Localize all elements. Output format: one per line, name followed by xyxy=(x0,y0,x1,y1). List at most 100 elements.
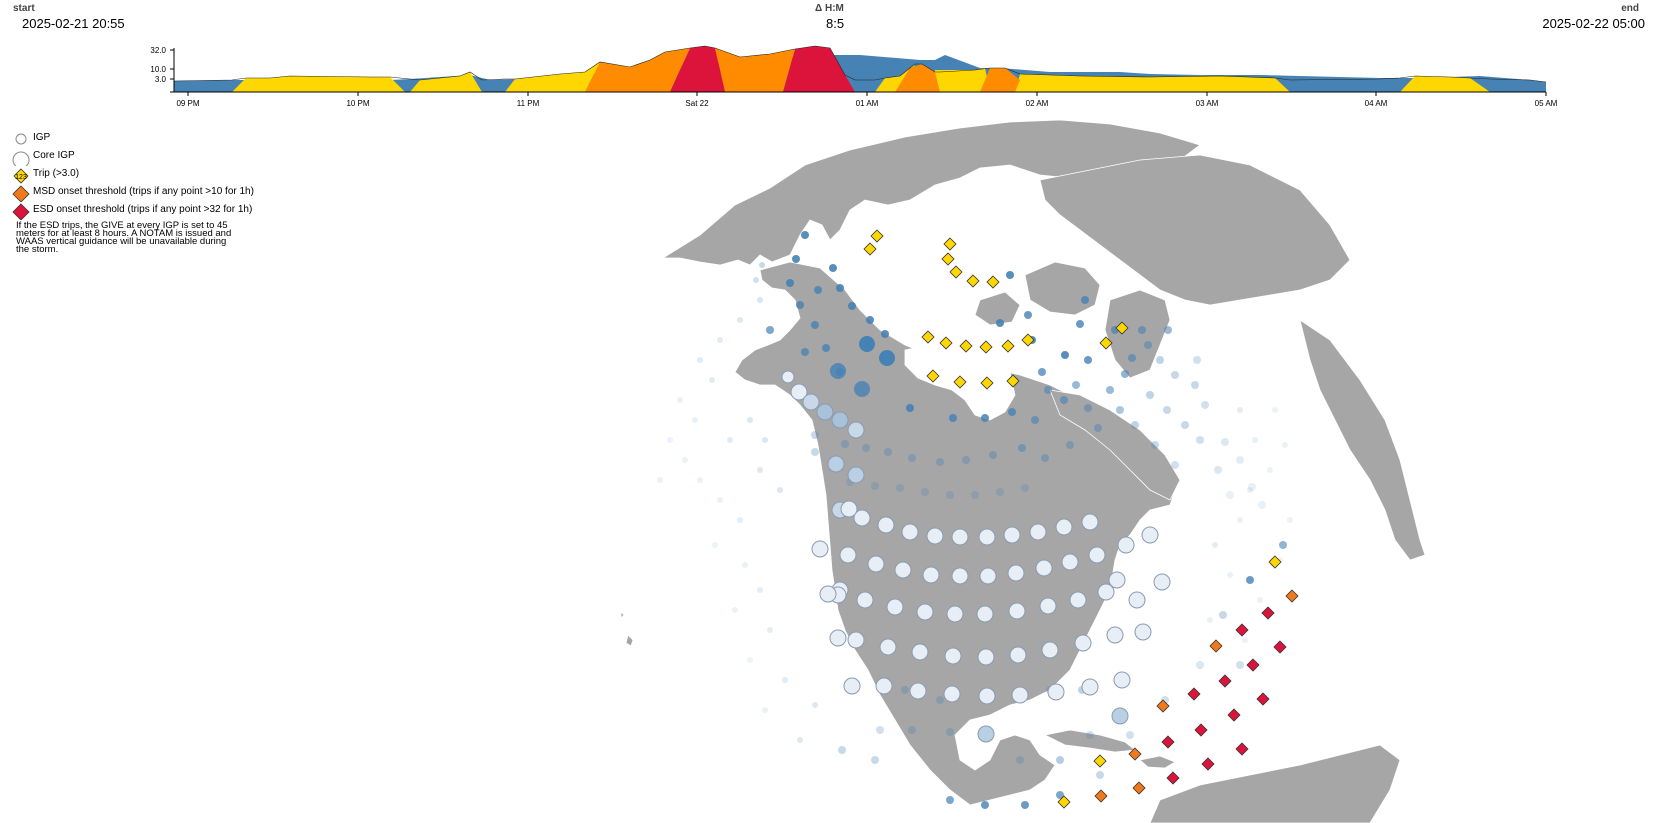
esd-diamond-icon xyxy=(1166,771,1180,785)
timeline-trip-segment xyxy=(410,72,482,92)
trip-diamond-icon xyxy=(966,274,980,288)
timeline-msd-segment xyxy=(715,48,795,92)
legend-label: Core IGP xyxy=(33,150,75,161)
msd-diamond-icon xyxy=(1285,589,1299,603)
x-tick-label: 05 AM xyxy=(1535,99,1558,108)
msd-diamond-icon xyxy=(1156,699,1170,713)
trip-diamond-icon xyxy=(939,336,953,350)
x-tick-label: 02 AM xyxy=(1026,99,1049,108)
x-tick-label: 11 PM xyxy=(517,99,540,108)
start-time-value: 2025-02-21 20:55 xyxy=(22,16,125,31)
msd-diamond-icon xyxy=(1209,639,1223,653)
timeline-trip-segment xyxy=(1015,74,1290,92)
msd-diamonds xyxy=(1094,589,1299,803)
timeline-esd-segment xyxy=(670,46,725,92)
trip-diamond-icon xyxy=(953,375,967,389)
esd-diamond-icon xyxy=(1256,692,1270,706)
trip-diamond-icon xyxy=(959,339,973,353)
timeline-trip-segment xyxy=(505,62,600,92)
trip-diamond-icon xyxy=(921,330,935,344)
esd-diamond-icon xyxy=(1235,742,1249,756)
orange-diamond-icon xyxy=(12,185,30,202)
esd-diamond-icon xyxy=(1187,687,1201,701)
core-igps xyxy=(781,370,1171,743)
msd-diamond-icon xyxy=(1128,747,1142,761)
trip-diamond-icon xyxy=(1006,374,1020,388)
esd-diamond-icon xyxy=(1273,640,1287,654)
legend-label: ESD onset threshold (trips if any point … xyxy=(33,204,253,215)
alaska-igps xyxy=(830,336,895,397)
trip-diamond-icon xyxy=(1099,336,1113,350)
arctic-island xyxy=(1104,289,1171,379)
greenland xyxy=(1039,154,1351,306)
x-tick-label: Sat 22 xyxy=(685,99,709,108)
esd-diamond-icon xyxy=(1194,723,1208,737)
red-diamond-icon xyxy=(12,203,30,220)
labrador-region xyxy=(1049,389,1181,501)
hawaii-island xyxy=(625,634,634,647)
trip-diamond-icon xyxy=(1115,321,1129,335)
esd-diamond-icon xyxy=(1161,735,1175,749)
trip-diamond-icon xyxy=(949,265,963,279)
trip-diamond-icon xyxy=(943,237,957,251)
globe-land xyxy=(620,119,1426,823)
delta-value: 8:5 xyxy=(826,16,845,31)
y-tick-label: 32.0 xyxy=(150,46,166,55)
trip-diamond-icon xyxy=(1057,795,1071,809)
timeline-trip-segment xyxy=(928,68,990,92)
timeline-msd-segment xyxy=(980,68,1020,92)
timeline-msd-segment xyxy=(585,48,690,92)
legend-label: IGP xyxy=(33,132,51,143)
esd-diamond-icon xyxy=(1246,658,1260,672)
yellow-diamond-icon: 123 xyxy=(13,168,29,184)
timeline-trip-segment xyxy=(232,76,405,92)
msd-diamond-icon xyxy=(1094,789,1108,803)
hawaii-island xyxy=(620,611,625,619)
trip-diamond-icon xyxy=(986,275,1000,289)
esd-diamond-icon xyxy=(1261,606,1275,620)
msd-diamond-icon xyxy=(1132,781,1146,795)
x-tick-label: 09 PM xyxy=(176,99,199,108)
large-circle-icon xyxy=(12,151,30,166)
trip-diamond-icon xyxy=(870,229,884,243)
x-tick-label: 10 PM xyxy=(346,99,369,108)
trip-diamond-icon xyxy=(863,242,877,256)
delta-label: Δ H:M xyxy=(815,3,844,14)
timeline-x-ticks: 09 PM 10 PM 11 PM Sat 22 01 AM 02 AM 03 … xyxy=(176,92,1558,108)
trip-diamond-icon xyxy=(941,252,955,266)
esd-diamond-icon xyxy=(1227,708,1241,722)
trip-diamond-icon xyxy=(980,376,994,390)
trip-diamond-icon xyxy=(926,369,940,383)
trip-diamond-icon xyxy=(1001,339,1015,353)
esd-diamonds xyxy=(1161,606,1287,785)
y-tick-label: 3.0 xyxy=(155,75,167,84)
esd-diamond-icon xyxy=(1218,674,1232,688)
timeline-chart[interactable]: 32.0 10.0 3.0 09 PM 10 PM 11 PM Sat 22 0… xyxy=(0,0,1653,112)
outer-igp-grid xyxy=(657,262,1293,743)
igp-ring xyxy=(766,231,1287,809)
trip-diamond-icon xyxy=(1021,333,1035,347)
arctic-island xyxy=(1024,261,1101,316)
south-america-edge xyxy=(1149,744,1401,823)
end-time-value: 2025-02-22 05:00 xyxy=(1542,16,1645,31)
hispaniola-island xyxy=(1139,755,1176,769)
trip-diamond-icon xyxy=(1093,754,1107,768)
x-tick-label: 04 AM xyxy=(1365,99,1388,108)
legend-note: If the ESD trips, the GIVE at every IGP … xyxy=(16,220,232,255)
timeline-trip-segment xyxy=(1400,76,1490,92)
timeline-outline xyxy=(173,45,1547,83)
esd-diamond-icon xyxy=(1201,757,1215,771)
north-america-landmass xyxy=(661,119,1201,266)
timeline-msd-segment xyxy=(895,64,940,92)
legend-badge: 123 xyxy=(15,174,27,181)
x-tick-label: 03 AM xyxy=(1196,99,1219,108)
timeline-area[interactable] xyxy=(173,45,1547,92)
timeline-y-ticks: 32.0 10.0 3.0 xyxy=(150,46,174,84)
timeline-esd-segment xyxy=(783,46,855,92)
y-tick-label: 10.0 xyxy=(150,65,166,74)
esd-diamond-icon xyxy=(1235,623,1249,637)
x-tick-label: 01 AM xyxy=(856,99,879,108)
start-label: start xyxy=(13,3,35,14)
legend-label: Trip (>3.0) xyxy=(33,168,80,179)
